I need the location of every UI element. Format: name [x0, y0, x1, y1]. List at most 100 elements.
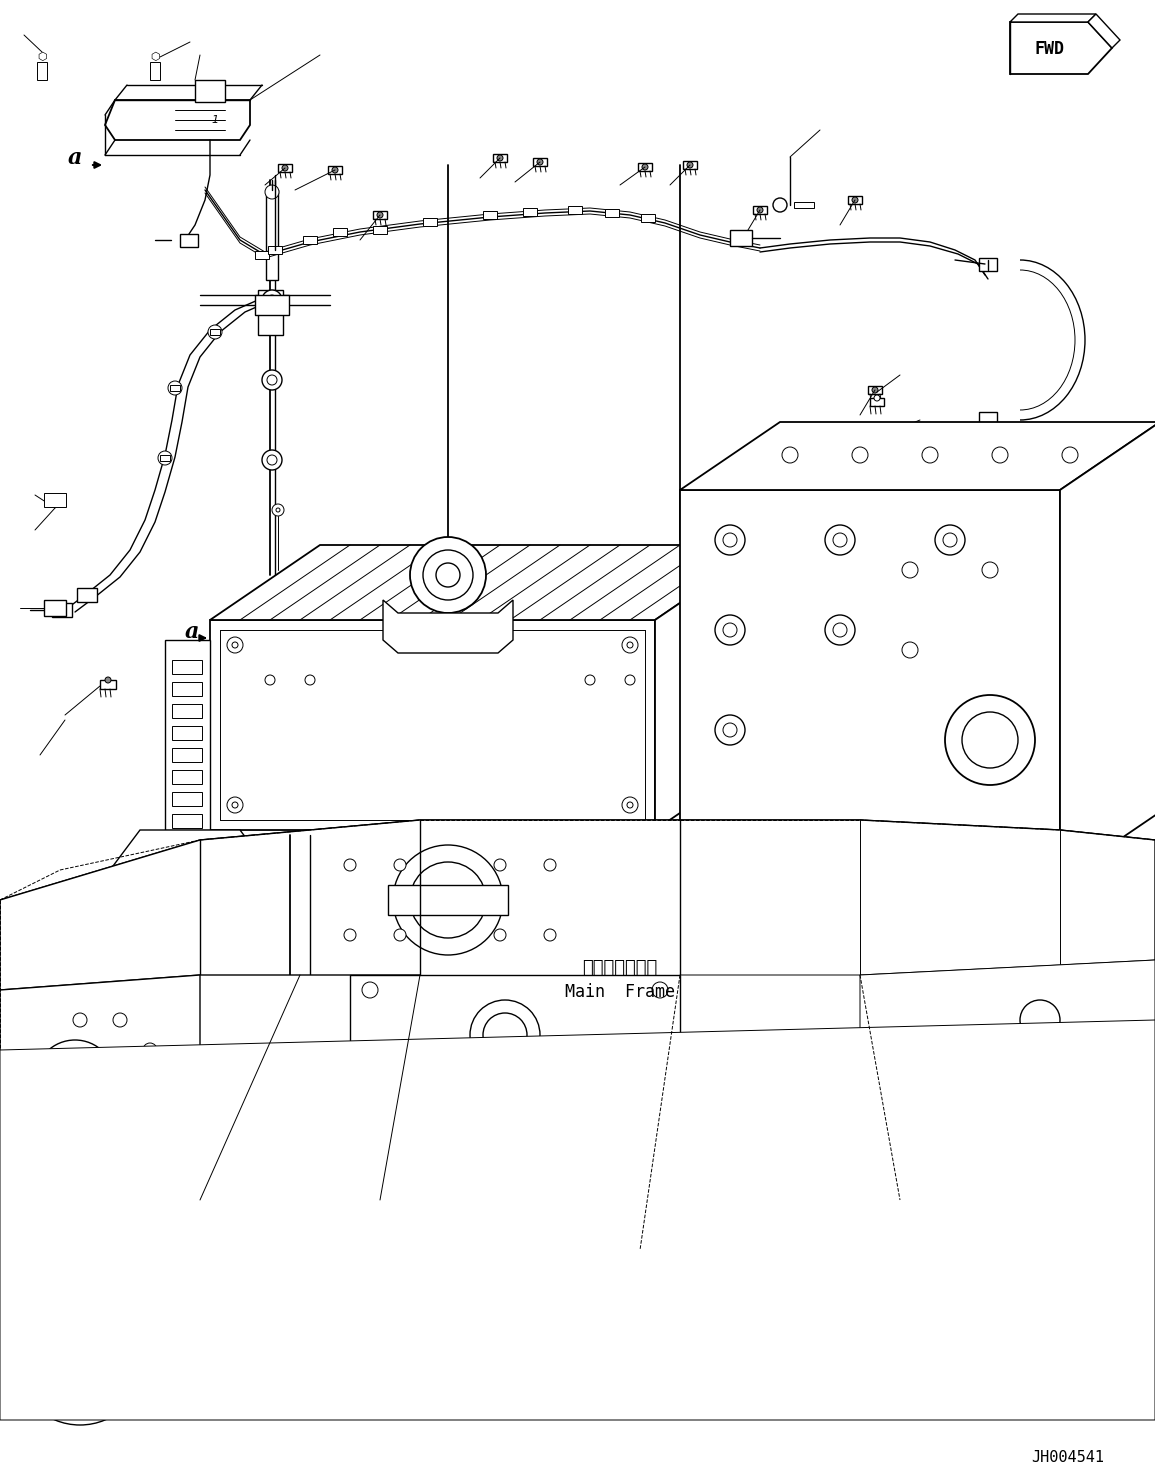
- Circle shape: [35, 1040, 116, 1120]
- Circle shape: [158, 451, 172, 464]
- Circle shape: [264, 185, 280, 200]
- Circle shape: [544, 929, 556, 941]
- Circle shape: [625, 674, 635, 685]
- Circle shape: [723, 532, 737, 547]
- Text: メインフレーム: メインフレーム: [582, 958, 657, 978]
- Circle shape: [344, 929, 356, 941]
- Polygon shape: [0, 819, 1155, 975]
- Circle shape: [276, 507, 280, 512]
- Circle shape: [262, 450, 282, 470]
- Circle shape: [267, 376, 277, 385]
- Circle shape: [653, 982, 668, 998]
- Bar: [683, 161, 696, 169]
- Circle shape: [5, 1126, 75, 1195]
- Circle shape: [73, 1013, 87, 1026]
- Bar: [333, 228, 346, 237]
- Circle shape: [715, 615, 745, 645]
- Bar: [568, 206, 582, 214]
- Text: a: a: [185, 621, 199, 643]
- Bar: [37, 62, 47, 80]
- Circle shape: [922, 447, 938, 463]
- Circle shape: [228, 797, 243, 813]
- Bar: [979, 257, 997, 271]
- Bar: [350, 975, 680, 1090]
- Circle shape: [38, 1318, 122, 1402]
- Bar: [483, 211, 497, 219]
- Circle shape: [902, 642, 918, 658]
- Text: ⬡: ⬡: [37, 52, 47, 62]
- Circle shape: [394, 859, 407, 871]
- Circle shape: [262, 290, 282, 311]
- Circle shape: [661, 1251, 679, 1269]
- Circle shape: [475, 1145, 545, 1216]
- Circle shape: [544, 859, 556, 871]
- Bar: [870, 398, 884, 407]
- Circle shape: [143, 1043, 157, 1057]
- Circle shape: [852, 447, 869, 463]
- Polygon shape: [30, 1069, 140, 1151]
- Circle shape: [623, 797, 638, 813]
- Circle shape: [483, 1013, 527, 1057]
- Circle shape: [782, 447, 798, 463]
- Polygon shape: [1060, 422, 1155, 880]
- Polygon shape: [680, 960, 1155, 1075]
- Bar: [532, 158, 547, 166]
- Bar: [641, 214, 655, 222]
- Polygon shape: [1088, 13, 1120, 47]
- Polygon shape: [1009, 22, 1112, 74]
- Circle shape: [494, 859, 506, 871]
- Bar: [869, 386, 882, 393]
- Bar: [884, 438, 897, 447]
- Circle shape: [666, 1100, 675, 1109]
- Bar: [170, 385, 180, 390]
- Bar: [638, 163, 653, 172]
- Circle shape: [825, 615, 855, 645]
- Circle shape: [962, 711, 1018, 768]
- Bar: [172, 813, 202, 828]
- Circle shape: [945, 695, 1035, 785]
- Polygon shape: [655, 544, 765, 830]
- Circle shape: [723, 623, 737, 637]
- Circle shape: [852, 197, 858, 203]
- Bar: [195, 80, 225, 102]
- Bar: [753, 206, 767, 214]
- Bar: [388, 884, 508, 916]
- Circle shape: [992, 447, 1008, 463]
- Polygon shape: [210, 620, 655, 830]
- Circle shape: [331, 167, 338, 173]
- Bar: [268, 246, 282, 254]
- Bar: [172, 660, 202, 674]
- Circle shape: [393, 845, 502, 955]
- Circle shape: [362, 1066, 378, 1083]
- Circle shape: [208, 325, 222, 339]
- Bar: [172, 726, 202, 740]
- Circle shape: [341, 1096, 359, 1114]
- Bar: [493, 154, 507, 163]
- Bar: [172, 704, 202, 717]
- Circle shape: [232, 642, 238, 648]
- Bar: [161, 456, 170, 461]
- Circle shape: [936, 525, 964, 555]
- Bar: [172, 771, 202, 784]
- Circle shape: [282, 166, 288, 172]
- Circle shape: [773, 198, 787, 211]
- Bar: [255, 251, 269, 259]
- Circle shape: [623, 637, 638, 654]
- Circle shape: [362, 982, 378, 998]
- Circle shape: [494, 929, 506, 941]
- Circle shape: [423, 550, 474, 600]
- Circle shape: [715, 525, 745, 555]
- Polygon shape: [680, 422, 1155, 490]
- Circle shape: [887, 427, 893, 433]
- Circle shape: [410, 862, 486, 938]
- Circle shape: [262, 370, 282, 390]
- Polygon shape: [0, 819, 1155, 1040]
- Polygon shape: [0, 975, 200, 1160]
- Circle shape: [942, 532, 957, 547]
- Circle shape: [435, 563, 460, 587]
- Text: a: a: [68, 146, 82, 169]
- Circle shape: [687, 163, 693, 169]
- Bar: [172, 748, 202, 762]
- Bar: [523, 209, 537, 216]
- Bar: [730, 231, 752, 246]
